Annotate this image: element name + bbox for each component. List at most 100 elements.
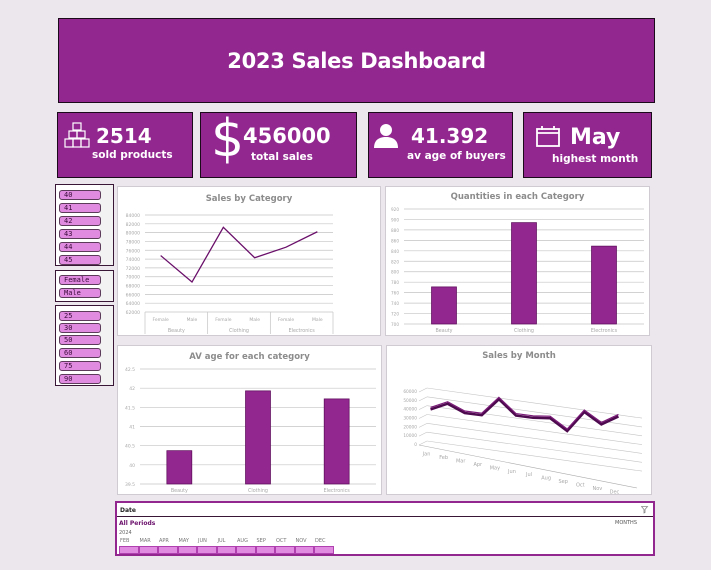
timeline-month-label: FEB — [120, 538, 130, 544]
slicer-chip[interactable]: 50 — [59, 335, 101, 345]
date-timeline: Date All Periods MONTHS 2024 FEB MAR APR MA… — [115, 501, 655, 556]
kpi-total-sales: $ 456000 total sales — [200, 109, 357, 178]
timeline-month-segment[interactable] — [236, 546, 256, 554]
y-tick-label: 68000 — [126, 284, 140, 290]
slicer-scrollbar[interactable] — [100, 271, 113, 301]
gridline — [418, 431, 428, 437]
y-tick-label: 40.5 — [125, 444, 135, 450]
timeline-month-segment[interactable] — [119, 546, 139, 554]
y-tick-label: 39.5 — [125, 482, 135, 488]
av-age-chart: AV age for each category 42.5 42 41.5 41 40.… — [117, 345, 382, 495]
timeline-year: 2024 — [119, 530, 132, 536]
all-periods-link[interactable]: All Periods — [119, 520, 156, 527]
x-tick-label: Aug — [541, 476, 551, 482]
x-tick-label: Jul — [525, 472, 532, 478]
slicer-chip[interactable]: Female — [59, 275, 101, 285]
x-tick-label: Nov — [592, 486, 602, 492]
timeline-month-segment[interactable] — [255, 546, 275, 554]
timeline-month-segment[interactable] — [216, 546, 236, 554]
kpi-value: 2514 — [96, 124, 152, 148]
timeline-month-label: MAR — [139, 538, 151, 544]
slicer-chip[interactable]: 25 — [59, 311, 101, 321]
clear-filter-icon[interactable] — [641, 506, 649, 514]
x-tick-label: Oct — [576, 482, 585, 488]
y-tick-label: 76000 — [126, 248, 140, 254]
boxes-icon — [64, 122, 90, 148]
group-label: Beauty — [168, 328, 185, 334]
x-tick-label: Clothing — [248, 488, 268, 494]
slicer-chip[interactable]: 42 — [59, 216, 101, 226]
timeline-month-label: OCT — [276, 538, 287, 544]
timeline-month-segment[interactable] — [138, 546, 158, 554]
timeline-month-segment[interactable] — [197, 546, 217, 554]
y-tick-label: 74000 — [126, 257, 140, 263]
y-tick-label: 82000 — [126, 222, 140, 228]
gridline — [418, 414, 428, 419]
timeline-month-segment[interactable] — [294, 546, 314, 554]
timeline-month-segment[interactable] — [275, 546, 295, 554]
gridline — [426, 387, 643, 419]
gridline — [426, 414, 643, 445]
timeline-month-segment[interactable] — [314, 546, 334, 554]
y-tick-label: 20000 — [403, 424, 417, 430]
calendar-icon — [536, 126, 560, 147]
timeline-month-label: AUG — [237, 538, 248, 544]
y-tick-label: 10000 — [403, 433, 417, 439]
y-tick-label: 64000 — [126, 301, 140, 307]
y-tick-label: 42 — [129, 386, 135, 392]
y-tick-label: 66000 — [126, 292, 140, 298]
quantities-chart: Quantities in each Category 920 900 880 860… — [385, 186, 650, 336]
slicer-chip[interactable]: 60 — [59, 348, 101, 358]
x-tick-label: Beauty — [171, 488, 188, 494]
x-tick-label: Dec — [610, 489, 620, 495]
kpi-avg-age: 41.392 av age of buyers — [368, 112, 513, 178]
y-tick-label: 60000 — [403, 389, 417, 395]
kpi-label: total sales — [251, 151, 313, 163]
slicer-chip[interactable]: 90 — [59, 374, 101, 384]
y-tick-label: 860 — [391, 238, 399, 243]
kpi-label: av age of buyers — [407, 150, 506, 162]
timeline-month-segment[interactable] — [177, 546, 197, 554]
kpi-label: highest month — [552, 153, 639, 165]
y-tick-label: 72000 — [126, 266, 140, 272]
slicer-chip[interactable]: 30 — [59, 323, 101, 333]
bar — [166, 450, 193, 485]
y-tick-label: 40000 — [403, 407, 417, 413]
x-tick-label: May — [490, 465, 500, 471]
kpi-label: sold products — [92, 149, 173, 161]
y-tick-label: 41 — [129, 425, 135, 431]
x-tick-label: Female — [278, 317, 295, 323]
slicer-chip[interactable]: 45 — [59, 255, 101, 265]
timeline-month-label: JUL — [217, 538, 226, 544]
slicer-chip[interactable]: 75 — [59, 361, 101, 371]
x-tick-label: Apr — [473, 462, 483, 468]
slicer-chip[interactable]: 44 — [59, 242, 101, 252]
y-tick-label: 840 — [391, 249, 399, 254]
slicer-chip[interactable]: 43 — [59, 229, 101, 239]
timeline-month-label: DEC — [315, 538, 326, 544]
series-line — [430, 396, 619, 430]
slicer-chip[interactable]: 41 — [59, 203, 101, 213]
timeline-month-label: APR — [159, 538, 169, 544]
timeline-header: Date — [120, 507, 136, 514]
chart-title: Sales by Category — [205, 194, 293, 204]
timeline-month-segment[interactable] — [158, 546, 178, 554]
group-label: Clothing — [229, 328, 249, 334]
y-tick-label: 780 — [391, 280, 399, 285]
y-tick-label: 50000 — [403, 398, 417, 404]
gridline — [426, 423, 643, 454]
x-tick-label: Jan — [422, 452, 431, 458]
y-tick-label: 41.5 — [125, 405, 135, 411]
x-tick-label: Feb — [439, 455, 448, 461]
x-tick-label: Clothing — [514, 328, 534, 334]
x-tick-label: Mar — [456, 459, 466, 465]
kpi-sold-products: 2514 sold products — [57, 112, 193, 178]
slicer-scrollbar[interactable] — [100, 185, 113, 265]
gridline — [418, 405, 428, 410]
person-icon — [374, 124, 398, 148]
slicer-scrollbar[interactable] — [100, 306, 113, 385]
time-level-selector[interactable]: MONTHS — [615, 520, 637, 526]
slicer-chip[interactable]: Male — [59, 288, 101, 298]
slicer-chip[interactable]: 40 — [59, 190, 101, 200]
x-tick-label: Female — [215, 317, 232, 323]
